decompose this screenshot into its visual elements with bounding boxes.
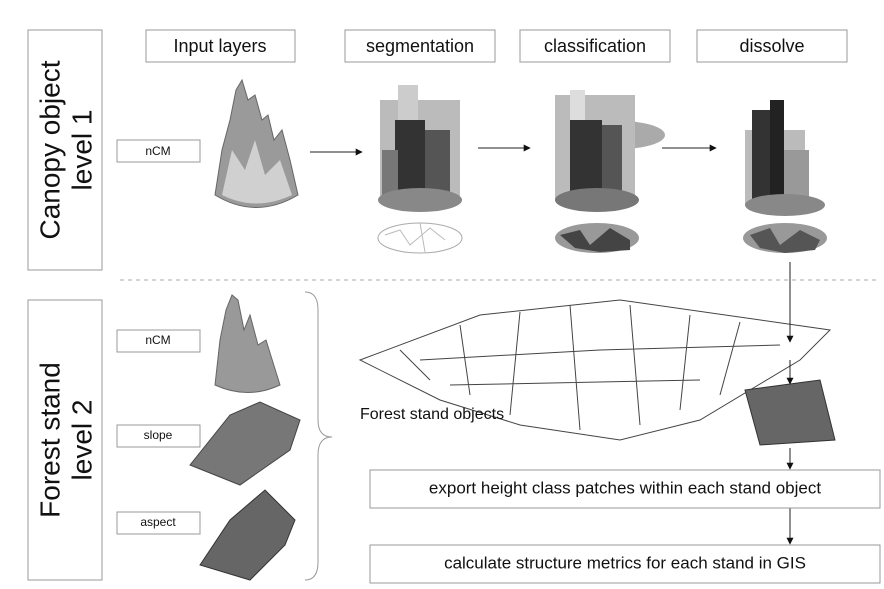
step-box [344,29,496,63]
step-label: Input layers [173,36,266,56]
step-box [519,29,671,63]
input-box [116,511,201,535]
step-label: dissolve [739,36,804,56]
input-label: nCM [145,333,170,347]
process-label: export height class patches within each … [429,478,821,497]
aspect-surface [199,489,296,581]
step-box [145,29,296,63]
patch-raster [744,379,836,446]
level1-box [27,29,103,271]
level2-title: Forest stand [34,362,65,518]
process-box [369,544,881,584]
stand-label: Forest stand objects [360,406,504,423]
brace [304,291,333,581]
input-box [116,139,201,163]
process-box [369,469,881,509]
input-box [116,329,201,353]
ncm-surface-detail [222,140,292,204]
level1-title: Canopy object [34,60,65,239]
ncm-surface [214,294,281,393]
dissolve-bars [743,100,827,253]
level2-box [27,299,103,581]
level2-title: level 2 [66,400,97,481]
segmentation-bars [377,85,463,254]
step-label: classification [544,36,646,56]
level1-title: level 1 [66,110,97,191]
classification-bars [555,90,665,253]
input-label: nCM [145,144,170,158]
input-label: aspect [140,515,176,529]
input-box [116,424,201,448]
slope-surface [189,401,301,486]
step-label: segmentation [366,36,474,56]
input-label: slope [144,428,173,442]
step-box [696,29,848,63]
process-label: calculate structure metrics for each sta… [444,553,806,572]
